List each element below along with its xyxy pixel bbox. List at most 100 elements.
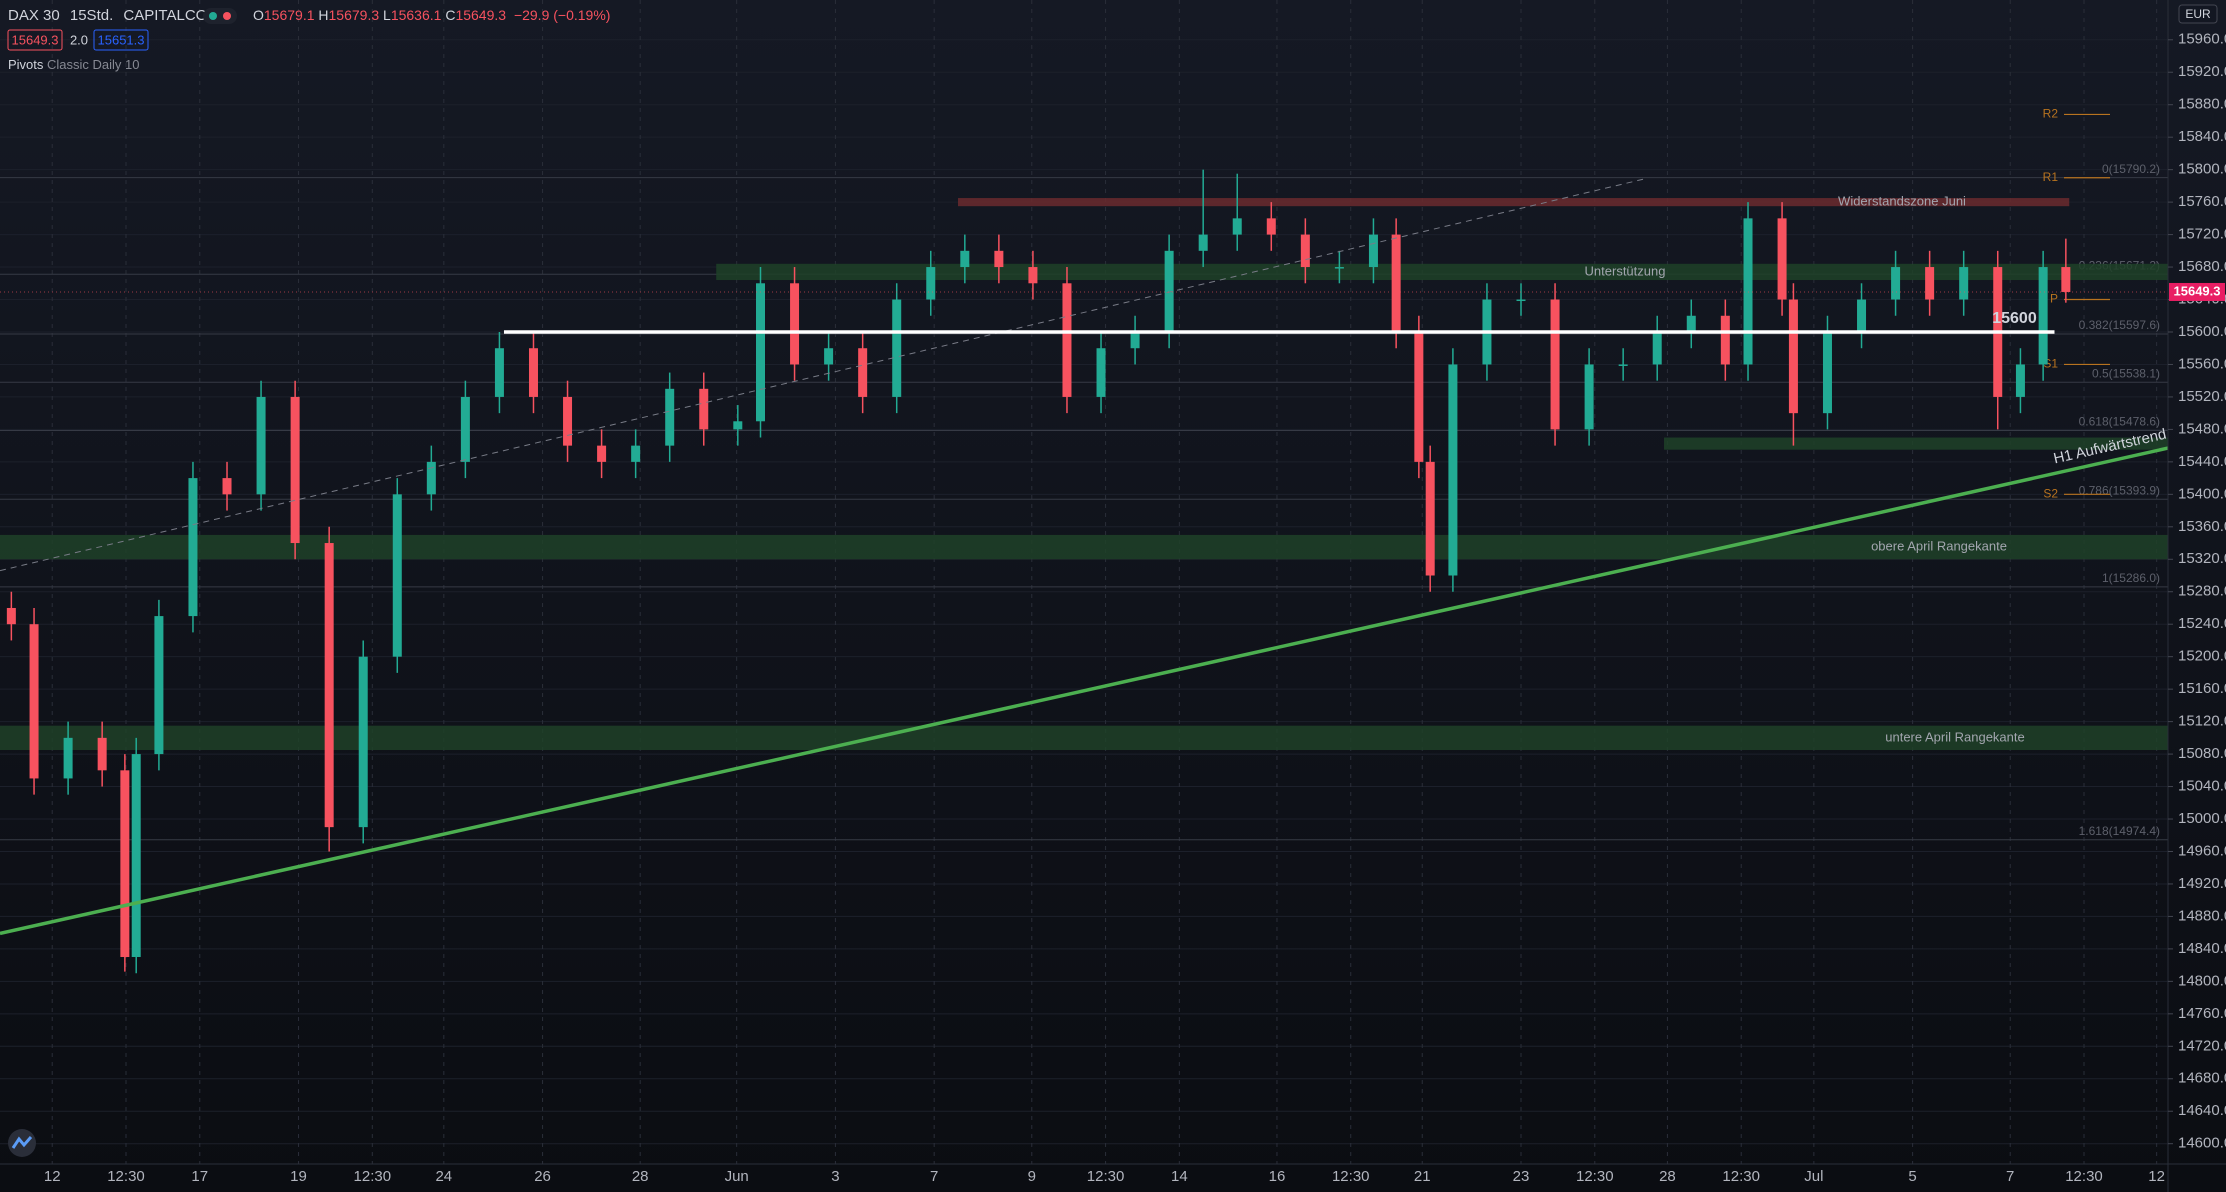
candle-body: [1925, 267, 1935, 300]
candle-body: [1777, 218, 1787, 300]
candle-body: [1822, 331, 1832, 414]
trendline: [0, 446, 2169, 936]
last-price-label: 15649.3: [2174, 283, 2221, 298]
candle-body: [222, 478, 232, 495]
y-tick-label: 14840.0: [2178, 940, 2226, 957]
bid-badge[interactable]: [7, 29, 63, 51]
candle-body: [960, 250, 970, 268]
zone: [958, 198, 2070, 207]
candle-body: [756, 283, 766, 422]
candle-body: [1266, 218, 1276, 235]
currency: EUR: [2185, 7, 2211, 21]
fib-label: 1.618(14974.4): [2079, 824, 2160, 838]
y-tick-label: 15920.0: [2178, 63, 2226, 80]
y-tick-label: 14800.0: [2178, 972, 2226, 989]
x-tick-label: 12:30: [1332, 1168, 1370, 1185]
exchange: CAPITALCOM: [123, 7, 219, 24]
ask: 15651.3: [98, 32, 145, 47]
candle-body: [2061, 267, 2071, 292]
indicator-name: Pivots: [8, 57, 44, 72]
y-tick-label: 15680.0: [2178, 258, 2226, 275]
spread: 2.0: [70, 32, 88, 47]
x-tick-label: 9: [1028, 1168, 1036, 1185]
ohlc: O15679.1 H15679.3 L15636.1 C15649.3 −29.…: [253, 7, 610, 23]
candle-body: [926, 267, 936, 300]
candle-body: [733, 421, 743, 430]
y-tick-label: 15360.0: [2178, 518, 2226, 535]
ohlc-label: H: [318, 7, 328, 23]
x-tick-label: 7: [930, 1168, 938, 1185]
status-pill[interactable]: [203, 8, 237, 24]
y-tick-label: 15960.0: [2178, 31, 2226, 48]
x-tick-label: Jul: [1804, 1168, 1823, 1185]
candle-body: [494, 348, 504, 397]
indicator-legend: Pivots Classic Daily 10: [8, 57, 140, 72]
ask-badge[interactable]: [93, 29, 149, 51]
candle-body: [1391, 234, 1401, 332]
x-tick-label: 5: [1908, 1168, 1916, 1185]
ohlc-label: O: [253, 7, 264, 23]
candle-body: [1857, 299, 1867, 332]
indicator-settings: Classic Daily 10: [47, 57, 139, 72]
candle-body: [528, 348, 538, 397]
currency-button[interactable]: [2178, 4, 2218, 24]
y-tick-label: 15720.0: [2178, 226, 2226, 243]
y-tick-label: 15880.0: [2178, 96, 2226, 113]
y-tick-label: 15080.0: [2178, 745, 2226, 762]
interval: 15Std.: [70, 7, 113, 24]
pivot-label: R2: [2043, 107, 2059, 121]
y-tick-label: 15160.0: [2178, 680, 2226, 697]
candle-body: [1028, 267, 1038, 284]
candle-body: [1232, 218, 1242, 235]
candle-body: [1516, 299, 1526, 302]
y-tick-label: 14920.0: [2178, 875, 2226, 892]
x-tick-label: 24: [435, 1168, 452, 1185]
candle-body: [1198, 234, 1208, 251]
fib-label: 0(15790.2): [2102, 162, 2160, 176]
pivot-label: R1: [2043, 170, 2059, 184]
candle-body: [154, 616, 164, 755]
y-tick-label: 14640.0: [2178, 1102, 2226, 1119]
fib-label: 0.5(15538.1): [2092, 366, 2160, 380]
zone: [716, 263, 2168, 281]
y-tick-label: 15400.0: [2178, 485, 2226, 502]
y-tick-label: 15280.0: [2178, 583, 2226, 600]
x-tick-label: 23: [1513, 1168, 1530, 1185]
pivot-label: P: [2050, 292, 2058, 306]
fib-label: 0.618(15478.6): [2079, 415, 2160, 429]
candle-body: [97, 737, 107, 771]
candle-body: [2038, 267, 2048, 365]
x-tick-label: 28: [632, 1168, 649, 1185]
candle-body: [994, 250, 1004, 268]
y-tick-label: 15120.0: [2178, 713, 2226, 730]
line-label: 15600: [1992, 310, 2037, 327]
y-tick-label: 14960.0: [2178, 842, 2226, 859]
candle-body: [290, 396, 300, 544]
candle-body: [358, 656, 368, 828]
candle-body: [631, 445, 641, 462]
ohlc-value: 15679.3: [329, 7, 380, 23]
candle-body: [256, 396, 266, 495]
y-tick-label: 14680.0: [2178, 1070, 2226, 1087]
fib-label: 0.786(15393.9): [2079, 483, 2160, 497]
x-tick-label: 3: [831, 1168, 839, 1185]
candle-body: [1550, 299, 1560, 430]
ohlc-label: L: [383, 7, 391, 23]
candle-body: [1720, 315, 1730, 365]
candle-body: [1414, 331, 1424, 462]
candle-body: [1686, 315, 1696, 332]
x-tick-label: 12:30: [1722, 1168, 1760, 1185]
candle-body: [1425, 461, 1435, 576]
dashed-trendline: [0, 178, 1646, 572]
x-tick-label: 14: [1171, 1168, 1188, 1185]
logo-icon: [11, 1136, 33, 1149]
candle-body: [1448, 364, 1458, 576]
legend-header: DAX 30 15Std. CAPITALCOM: [8, 7, 220, 24]
y-tick-label: 15320.0: [2178, 550, 2226, 567]
candle-body: [1300, 234, 1310, 268]
candle-body: [324, 543, 334, 828]
x-tick-label: 12: [44, 1168, 61, 1185]
candle-body: [131, 754, 141, 958]
